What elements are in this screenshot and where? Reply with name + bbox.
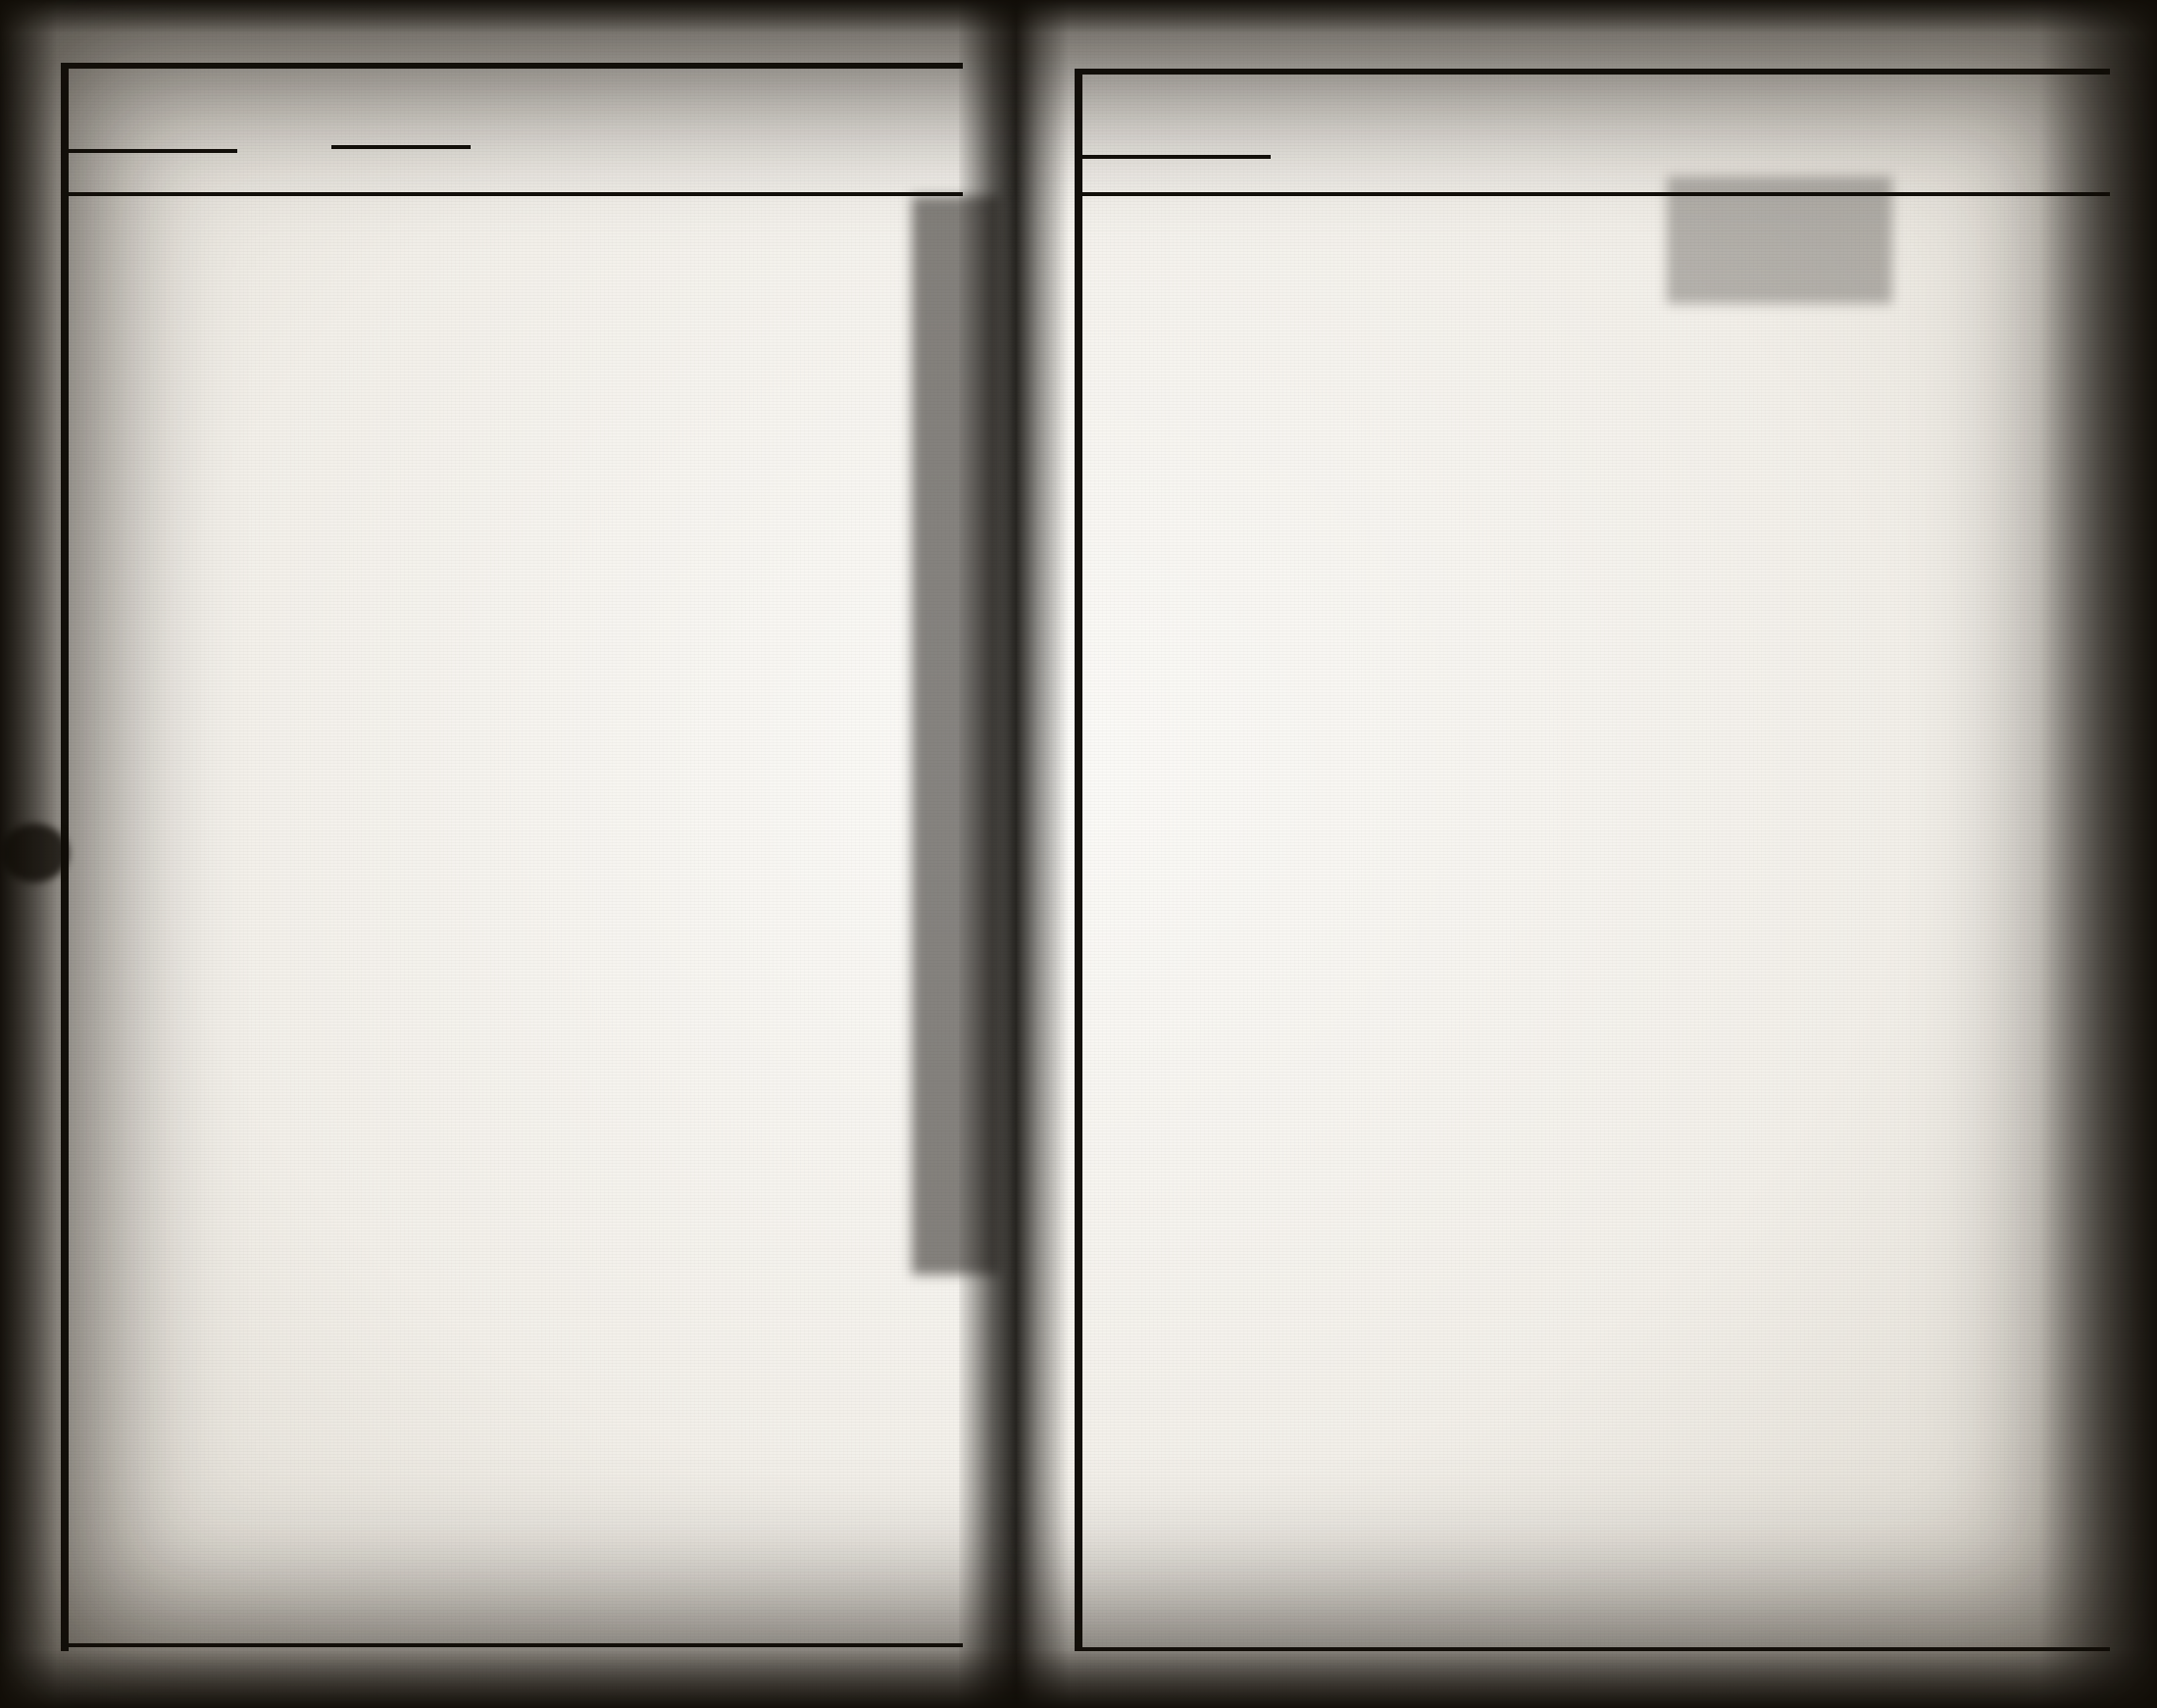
- migration-header-rule: [1075, 155, 1271, 159]
- table-top-border: [61, 63, 963, 69]
- table-bottom-border: [61, 1643, 963, 1647]
- ink-blot: [0, 824, 69, 882]
- scan-edge-right: [2039, 0, 2157, 1708]
- header-smudge: [1667, 176, 1892, 304]
- scan-edge-bottom: [0, 1649, 2157, 1708]
- header-rule-name: [61, 149, 237, 153]
- right-header-bottom-rule: [1075, 192, 2110, 196]
- right-table-top-border: [1075, 69, 2110, 75]
- gutter-smudge: [912, 196, 1000, 1275]
- header-rule-cathech: [331, 145, 471, 149]
- header-bottom-rule: [61, 192, 963, 196]
- right-table-left-border: [1075, 69, 1082, 1651]
- scan-edge-top: [0, 0, 2157, 33]
